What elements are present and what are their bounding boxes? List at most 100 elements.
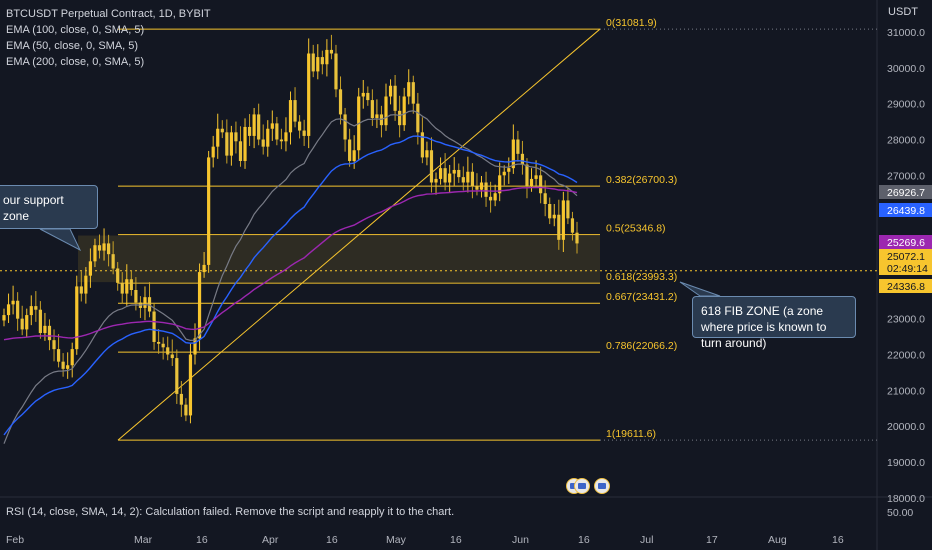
chart-legend: BTCUSDT Perpetual Contract, 1D, BYBIT EM…: [6, 6, 211, 70]
price-tag: [879, 279, 932, 293]
legend-ema-50: EMA (50, close, 0, SMA, 5): [6, 40, 139, 52]
candle-body: [243, 126, 247, 161]
x-tick-label: 16: [578, 534, 590, 546]
callout-pointer: [39, 228, 82, 252]
candle-body: [297, 121, 302, 131]
candle-body: [279, 139, 284, 142]
candle-body: [211, 146, 215, 158]
candle-body: [452, 169, 456, 174]
ema-line: [3, 186, 578, 341]
candle-body: [375, 114, 379, 118]
fib-level-label: 0.5(25346.8): [606, 223, 666, 235]
candle-body: [102, 243, 106, 251]
candle-body: [284, 132, 288, 142]
price-tag-label: 25269.6: [887, 237, 925, 249]
y-tick-label: 29000.0: [887, 99, 925, 111]
candle-body: [370, 100, 374, 118]
candle-body: [329, 49, 334, 54]
candle-body: [548, 204, 552, 219]
legend-symbol: BTCUSDT Perpetual Contract, 1D, BYBIT: [6, 8, 211, 20]
candle-body: [147, 297, 152, 312]
candle-body: [111, 254, 115, 269]
candle-body: [88, 261, 93, 276]
y-tick-label: 19000.0: [887, 457, 925, 469]
candle-body: [388, 85, 393, 97]
price-tag: [879, 185, 932, 199]
candle-body: [484, 182, 488, 197]
candle-body: [361, 92, 365, 97]
candle-body: [539, 175, 543, 194]
event-badge-icon[interactable]: [574, 478, 590, 494]
candle-body: [20, 318, 24, 330]
candle-body: [52, 340, 56, 350]
x-tick-label: Feb: [6, 534, 24, 546]
fib-zone-callout[interactable]: 618 FIB ZONE (a zone where price is know…: [692, 296, 856, 350]
candle-body: [393, 85, 397, 111]
candle-body: [302, 130, 306, 136]
y-tick-label: 21000.0: [887, 385, 925, 397]
candle-body: [247, 126, 252, 136]
candle-body: [316, 57, 320, 72]
candle-body: [529, 178, 534, 187]
candle-body: [311, 53, 315, 72]
candle-body: [348, 139, 352, 161]
candle-body: [43, 325, 47, 333]
price-tag: [879, 203, 932, 217]
ema-line: [3, 135, 578, 436]
candle-body: [120, 282, 124, 294]
candle-body: [106, 243, 111, 255]
candle-body: [352, 150, 356, 161]
legend-ema-100: EMA (100, close, 0, SMA, 5): [6, 24, 145, 36]
rsi-value-label: 50.00: [887, 507, 913, 519]
candle-body: [502, 171, 506, 176]
candle-body: [325, 49, 329, 65]
candle-body: [366, 92, 370, 101]
candle-body: [334, 53, 338, 90]
candle-body: [270, 123, 274, 129]
candle-body: [384, 96, 388, 126]
x-tick-label: 16: [196, 534, 208, 546]
candle-body: [266, 128, 270, 147]
candle-body: [407, 82, 411, 97]
candle-body: [188, 354, 193, 416]
candle-body: [516, 139, 520, 154]
candle-body: [525, 164, 529, 187]
x-tick-label: Apr: [262, 534, 279, 546]
candle-body: [429, 150, 434, 183]
y-tick-label: 18000.0: [887, 493, 925, 505]
candle-body: [16, 300, 20, 319]
candle-body: [152, 311, 156, 342]
candle-body: [498, 175, 502, 194]
price-tag-label: 26926.7: [887, 187, 925, 199]
candle-body: [402, 96, 406, 126]
y-tick-label: 20000.0: [887, 421, 925, 433]
x-tick-label: 16: [832, 534, 844, 546]
candle-body: [261, 139, 265, 147]
candle-body: [129, 279, 133, 290]
candle-body: [34, 306, 38, 310]
candle-body: [79, 286, 83, 294]
candle-body: [534, 175, 538, 179]
candle-body: [488, 196, 493, 201]
candle-body: [338, 89, 343, 115]
candle-body: [6, 304, 11, 316]
candle-body: [202, 264, 206, 273]
candle-body: [566, 200, 570, 219]
support-zone-callout[interactable]: our support zone: [0, 185, 98, 229]
legend-ema-200: EMA (200, close, 0, SMA, 5): [6, 56, 145, 68]
candle-body: [216, 128, 220, 147]
candle-body: [293, 100, 297, 122]
y-tick-label: 22000.0: [887, 350, 925, 362]
event-badge-icon[interactable]: [594, 478, 610, 494]
candle-body: [343, 114, 347, 140]
y-tick-label: 27000.0: [887, 170, 925, 182]
candle-body: [257, 114, 261, 140]
x-tick-label: Jul: [640, 534, 653, 546]
candle-body: [157, 341, 161, 344]
callout-pointer: [679, 281, 721, 297]
candle-body: [552, 214, 556, 219]
candle-body: [238, 141, 243, 161]
candle-body: [320, 57, 324, 65]
candle-body: [466, 171, 470, 183]
